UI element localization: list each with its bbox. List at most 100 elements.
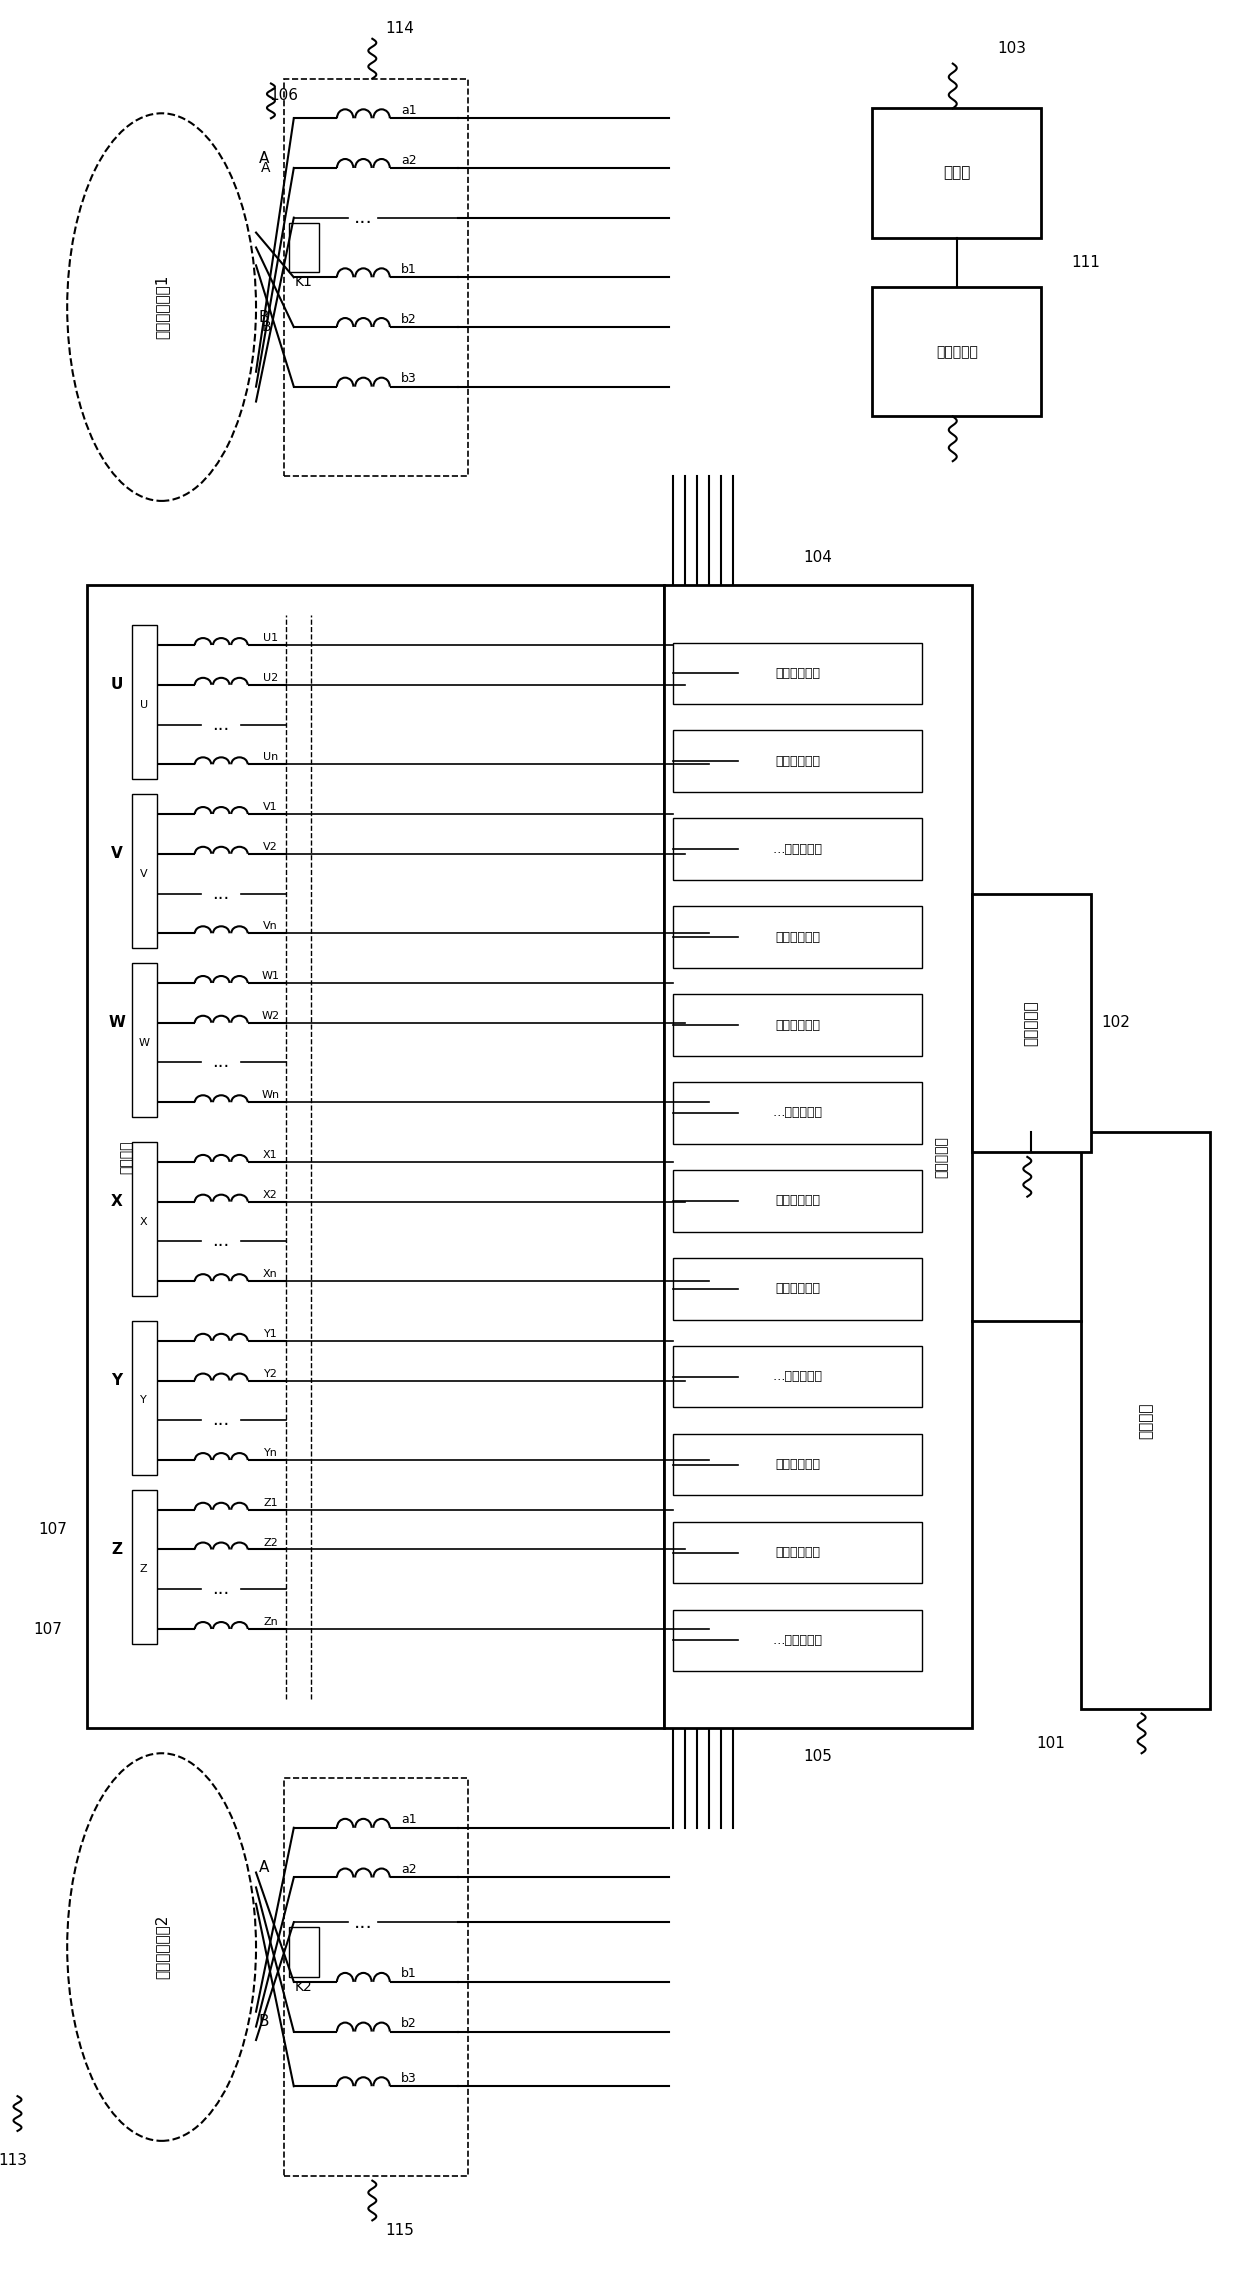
Bar xyxy=(673,1257,923,1319)
Text: B: B xyxy=(259,310,269,324)
Text: 动力电池: 动力电池 xyxy=(1138,1401,1153,1438)
Bar xyxy=(663,586,972,1727)
Bar xyxy=(289,1928,319,1976)
Text: 一路樱冒阫尼: 一路樱冒阫尼 xyxy=(775,666,820,680)
Text: X: X xyxy=(112,1193,123,1209)
Bar xyxy=(872,107,1042,237)
Text: 交流分裂: 交流分裂 xyxy=(120,1141,134,1173)
Bar xyxy=(87,586,663,1727)
Text: 四路樱冒阫尼: 四路樱冒阫尼 xyxy=(775,931,820,942)
Bar xyxy=(673,1171,923,1232)
Text: 107: 107 xyxy=(38,1522,67,1538)
Text: 交流分裂电机1: 交流分裂电机1 xyxy=(154,274,169,340)
Text: Y: Y xyxy=(112,1374,123,1387)
Text: 五路樱冒阫尼: 五路樱冒阫尼 xyxy=(775,1018,820,1031)
Bar xyxy=(673,644,923,705)
Bar xyxy=(972,895,1091,1152)
Text: 电机控制器: 电机控制器 xyxy=(1024,1000,1039,1045)
Text: W2: W2 xyxy=(262,1011,279,1020)
Text: 101: 101 xyxy=(1037,1737,1065,1750)
Text: b1: b1 xyxy=(401,1967,417,1981)
Bar xyxy=(131,794,156,949)
Text: 二路樱冒阫尼: 二路樱冒阫尼 xyxy=(775,755,820,767)
Text: a2: a2 xyxy=(401,1862,417,1876)
Text: V1: V1 xyxy=(263,801,278,812)
Text: Y1: Y1 xyxy=(264,1328,278,1340)
Bar xyxy=(1081,1132,1210,1709)
Text: …路主樯阫尼: …路主樯阫尼 xyxy=(773,1369,822,1383)
Bar xyxy=(673,1609,923,1670)
Bar xyxy=(131,1321,156,1474)
Bar xyxy=(673,1082,923,1143)
Text: 105: 105 xyxy=(804,1748,832,1764)
Text: Zn: Zn xyxy=(263,1618,278,1627)
Text: Vn: Vn xyxy=(263,922,278,931)
Bar xyxy=(673,730,923,792)
Bar xyxy=(673,1522,923,1584)
Text: W1: W1 xyxy=(262,972,279,981)
Text: 充电桦: 充电桦 xyxy=(944,164,971,180)
Text: 115: 115 xyxy=(386,2223,414,2239)
Bar xyxy=(131,1141,156,1296)
Text: b3: b3 xyxy=(401,372,417,386)
Text: U: U xyxy=(140,701,148,710)
Text: B: B xyxy=(259,2015,269,2029)
Bar xyxy=(872,288,1042,415)
Text: ...: ... xyxy=(212,1232,229,1251)
Text: Yn: Yn xyxy=(264,1449,278,1458)
Text: Y2: Y2 xyxy=(264,1369,278,1378)
Text: U1: U1 xyxy=(263,632,278,644)
Text: a1: a1 xyxy=(401,1814,417,1826)
Bar xyxy=(673,995,923,1057)
Text: Z: Z xyxy=(112,1543,123,1556)
Text: A: A xyxy=(259,1860,269,1876)
Text: 102: 102 xyxy=(1101,1015,1130,1029)
Text: B: B xyxy=(262,319,270,333)
Text: 106: 106 xyxy=(269,89,299,103)
Text: 104: 104 xyxy=(804,550,832,566)
Text: 五路主樯阫尼: 五路主樯阫尼 xyxy=(775,1547,820,1559)
Text: 四路主樯阫尼: 四路主樯阫尼 xyxy=(775,1458,820,1472)
Text: …路主樯阫尼: …路主樯阫尼 xyxy=(773,1634,822,1648)
Bar xyxy=(673,1346,923,1408)
Text: Z2: Z2 xyxy=(263,1538,278,1547)
Text: a2: a2 xyxy=(401,153,417,167)
Text: 113: 113 xyxy=(0,2154,27,2168)
Text: b2: b2 xyxy=(401,313,417,326)
Text: ...: ... xyxy=(212,1410,229,1429)
Text: 交流充电机: 交流充电机 xyxy=(936,345,977,358)
Text: a1: a1 xyxy=(401,103,417,116)
Text: V: V xyxy=(112,847,123,860)
Text: ...: ... xyxy=(212,885,229,901)
Text: A: A xyxy=(259,151,269,167)
Text: 107: 107 xyxy=(33,1623,62,1636)
Text: b3: b3 xyxy=(401,2072,417,2086)
Text: W: W xyxy=(138,1038,149,1047)
Text: 114: 114 xyxy=(386,21,414,37)
Text: ...: ... xyxy=(353,208,373,228)
Bar xyxy=(131,1490,156,1643)
Text: b2: b2 xyxy=(401,2017,417,2031)
Text: ...: ... xyxy=(353,1912,373,1933)
Text: b1: b1 xyxy=(401,262,417,276)
Text: ...: ... xyxy=(212,717,229,733)
Text: ...: ... xyxy=(212,1579,229,1597)
Bar xyxy=(284,1778,467,2175)
Text: 一路主樯阫尼: 一路主樯阫尼 xyxy=(775,1193,820,1207)
Text: X: X xyxy=(140,1216,148,1225)
Text: Z: Z xyxy=(140,1565,148,1575)
Text: 有源逃履器: 有源逃履器 xyxy=(935,1136,949,1178)
Text: Y: Y xyxy=(140,1394,148,1406)
Text: A: A xyxy=(262,162,270,176)
Text: 111: 111 xyxy=(1071,256,1100,269)
Text: V: V xyxy=(140,869,148,879)
Text: W: W xyxy=(108,1015,125,1029)
Text: 交流分裂电机2: 交流分裂电机2 xyxy=(154,1915,169,1978)
Bar xyxy=(131,625,156,778)
Text: V2: V2 xyxy=(263,842,278,851)
Text: ...: ... xyxy=(212,1054,229,1073)
Bar xyxy=(673,906,923,968)
Text: X2: X2 xyxy=(263,1189,278,1200)
Text: U2: U2 xyxy=(263,673,278,682)
Text: …路樱冒阫尼: …路樱冒阫尼 xyxy=(773,1107,822,1120)
